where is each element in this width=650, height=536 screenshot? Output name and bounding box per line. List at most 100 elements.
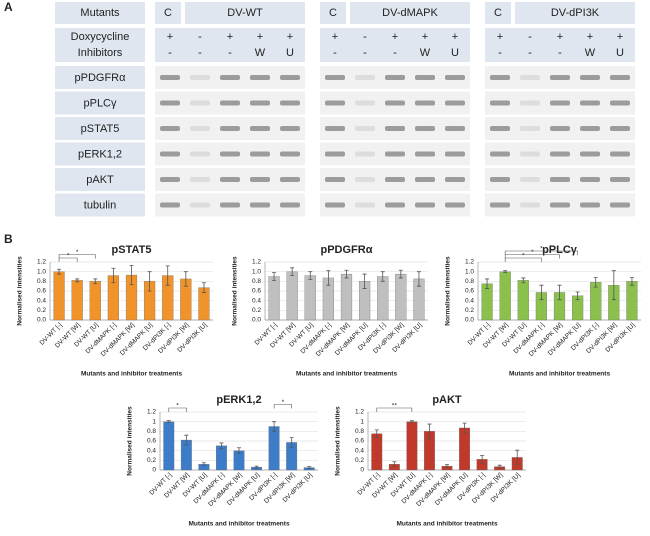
y-tick-label: 0.8 <box>355 428 364 435</box>
label-box <box>55 2 145 24</box>
significance-bracket <box>58 254 96 259</box>
band <box>250 100 270 106</box>
x-axis-title: Mutants and inhibitor treatments <box>296 371 398 378</box>
band <box>355 100 375 106</box>
band <box>385 126 405 131</box>
bar <box>517 280 529 321</box>
band <box>490 100 510 106</box>
significance-mark: * <box>540 246 543 253</box>
inhibitor-sign: - <box>393 47 397 59</box>
doxycycline-sign: + <box>287 31 293 43</box>
y-tick-label: 0.2 <box>252 307 261 314</box>
error-bar <box>165 265 170 286</box>
y-tick-label: 0.4 <box>252 297 261 304</box>
y-axis-title: Normalised intensities <box>445 256 452 326</box>
y-tick-label: 0.6 <box>465 288 474 295</box>
error-bar <box>129 264 134 286</box>
error-bar <box>374 429 379 439</box>
band <box>190 177 210 182</box>
band <box>325 100 345 106</box>
error-bar <box>219 442 224 450</box>
label-box <box>55 117 145 140</box>
header-box <box>320 2 346 24</box>
y-tick-label: 0.4 <box>147 447 156 454</box>
y-tick-label: 0.0 <box>465 317 474 324</box>
band <box>355 151 375 157</box>
error-bar <box>521 277 526 284</box>
inhibitor-sign: W <box>420 47 431 59</box>
label-box <box>55 91 145 115</box>
doxycycline-sign: - <box>528 31 532 43</box>
error-bar <box>629 277 634 286</box>
error-bar <box>183 271 188 287</box>
header-box <box>350 2 470 24</box>
band <box>190 126 210 131</box>
y-tick-label: 0.4 <box>37 297 46 304</box>
band <box>325 151 345 157</box>
significance-mark: * <box>531 249 534 256</box>
chart-title: pSTAT5 <box>112 244 152 256</box>
label-box <box>55 66 145 89</box>
inhibitor-sign: - <box>198 47 202 59</box>
band <box>415 151 435 157</box>
doxycycline-sign: + <box>257 31 263 43</box>
band <box>280 126 300 131</box>
band <box>445 151 465 157</box>
band <box>325 75 345 80</box>
band <box>580 151 600 157</box>
bar <box>371 433 383 471</box>
inhibitor-sign: U <box>616 47 624 59</box>
row-label: pSTAT5 <box>81 123 120 135</box>
inhibitor-sign: U <box>286 47 294 59</box>
y-tick-label: 0.0 <box>252 317 261 324</box>
band <box>355 75 375 80</box>
band <box>490 75 510 80</box>
band <box>220 202 240 208</box>
band <box>445 202 465 208</box>
band <box>250 202 270 208</box>
band <box>415 177 435 182</box>
error-bar <box>539 284 544 301</box>
panel-label: A <box>4 0 13 14</box>
header-box <box>515 2 635 24</box>
error-bar <box>272 421 277 432</box>
band <box>445 75 465 80</box>
header-box <box>485 2 511 24</box>
band <box>415 100 435 106</box>
y-tick-label: 0.6 <box>147 438 156 445</box>
error-bar <box>392 461 397 468</box>
band <box>220 75 240 80</box>
doxycycline-sign: - <box>363 31 367 43</box>
significance-bracket <box>273 404 292 409</box>
significance-bracket <box>376 407 413 412</box>
inhibitor-sign: U <box>451 47 459 59</box>
y-tick-label: 1.2 <box>355 409 364 416</box>
band <box>415 202 435 208</box>
y-tick-label: 0 <box>152 467 156 474</box>
band <box>190 151 210 157</box>
y-tick-label: 1.2 <box>465 259 474 266</box>
group-label: DV-WT <box>227 7 263 19</box>
band <box>490 177 510 182</box>
bar <box>395 273 407 321</box>
y-axis-title: Normalised intensities <box>127 406 134 476</box>
y-tick-label: 0.8 <box>465 278 474 285</box>
bar <box>481 283 493 321</box>
significance-bracket <box>504 250 578 255</box>
row-label: Doxycycline <box>71 31 130 43</box>
significance-bracket <box>504 254 560 259</box>
treatment-box <box>485 28 635 62</box>
band <box>160 100 180 106</box>
group-label: DV-dPI3K <box>551 7 600 19</box>
inhibitor-sign: - <box>558 47 562 59</box>
row-label: Inhibitors <box>78 47 123 59</box>
row-label: pPLCγ <box>83 97 117 109</box>
band <box>280 75 300 80</box>
bar <box>89 281 101 321</box>
band <box>610 177 630 182</box>
band <box>220 177 240 182</box>
band <box>415 126 435 131</box>
y-tick-label: 1.0 <box>37 268 46 275</box>
inhibitor-sign: - <box>498 47 502 59</box>
